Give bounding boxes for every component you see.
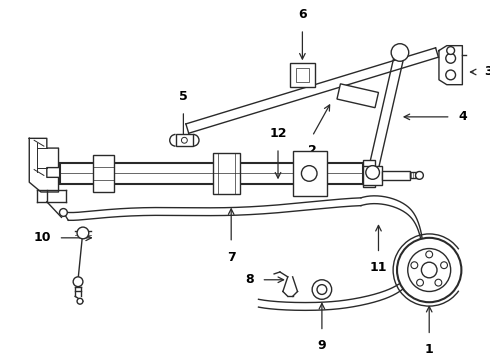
Bar	[295, 68, 309, 82]
Bar	[337, 84, 378, 108]
Circle shape	[416, 171, 423, 179]
Bar	[290, 63, 315, 87]
Text: 12: 12	[270, 127, 287, 140]
Circle shape	[441, 262, 447, 269]
Circle shape	[59, 208, 67, 216]
Text: 1: 1	[425, 343, 434, 356]
Circle shape	[446, 54, 456, 63]
Circle shape	[73, 277, 83, 287]
Text: 8: 8	[245, 273, 254, 286]
Text: 10: 10	[33, 231, 51, 244]
Text: 5: 5	[179, 90, 188, 103]
Bar	[363, 166, 382, 185]
Circle shape	[312, 280, 332, 299]
Circle shape	[397, 238, 462, 302]
Circle shape	[408, 248, 451, 292]
Bar	[93, 155, 114, 192]
Text: 3: 3	[484, 66, 490, 78]
Circle shape	[77, 227, 89, 239]
Circle shape	[301, 166, 317, 181]
Circle shape	[416, 279, 423, 286]
Bar	[293, 151, 327, 196]
Circle shape	[181, 138, 187, 143]
Text: 11: 11	[370, 261, 387, 274]
Text: 9: 9	[318, 339, 326, 352]
Circle shape	[77, 298, 83, 304]
Circle shape	[391, 44, 409, 61]
Bar	[60, 163, 363, 184]
Text: 2: 2	[308, 144, 317, 157]
Circle shape	[421, 262, 437, 278]
Circle shape	[446, 70, 456, 80]
Bar	[213, 153, 240, 194]
Text: 7: 7	[227, 251, 236, 264]
Circle shape	[447, 47, 455, 54]
Text: 4: 4	[459, 111, 467, 123]
Text: 6: 6	[298, 8, 307, 21]
Circle shape	[317, 285, 327, 294]
Bar	[382, 171, 410, 180]
Circle shape	[435, 279, 442, 286]
Bar	[410, 172, 417, 178]
Bar	[175, 134, 193, 146]
Circle shape	[366, 166, 379, 179]
Bar	[363, 160, 374, 187]
Circle shape	[426, 251, 433, 258]
Circle shape	[411, 262, 418, 269]
